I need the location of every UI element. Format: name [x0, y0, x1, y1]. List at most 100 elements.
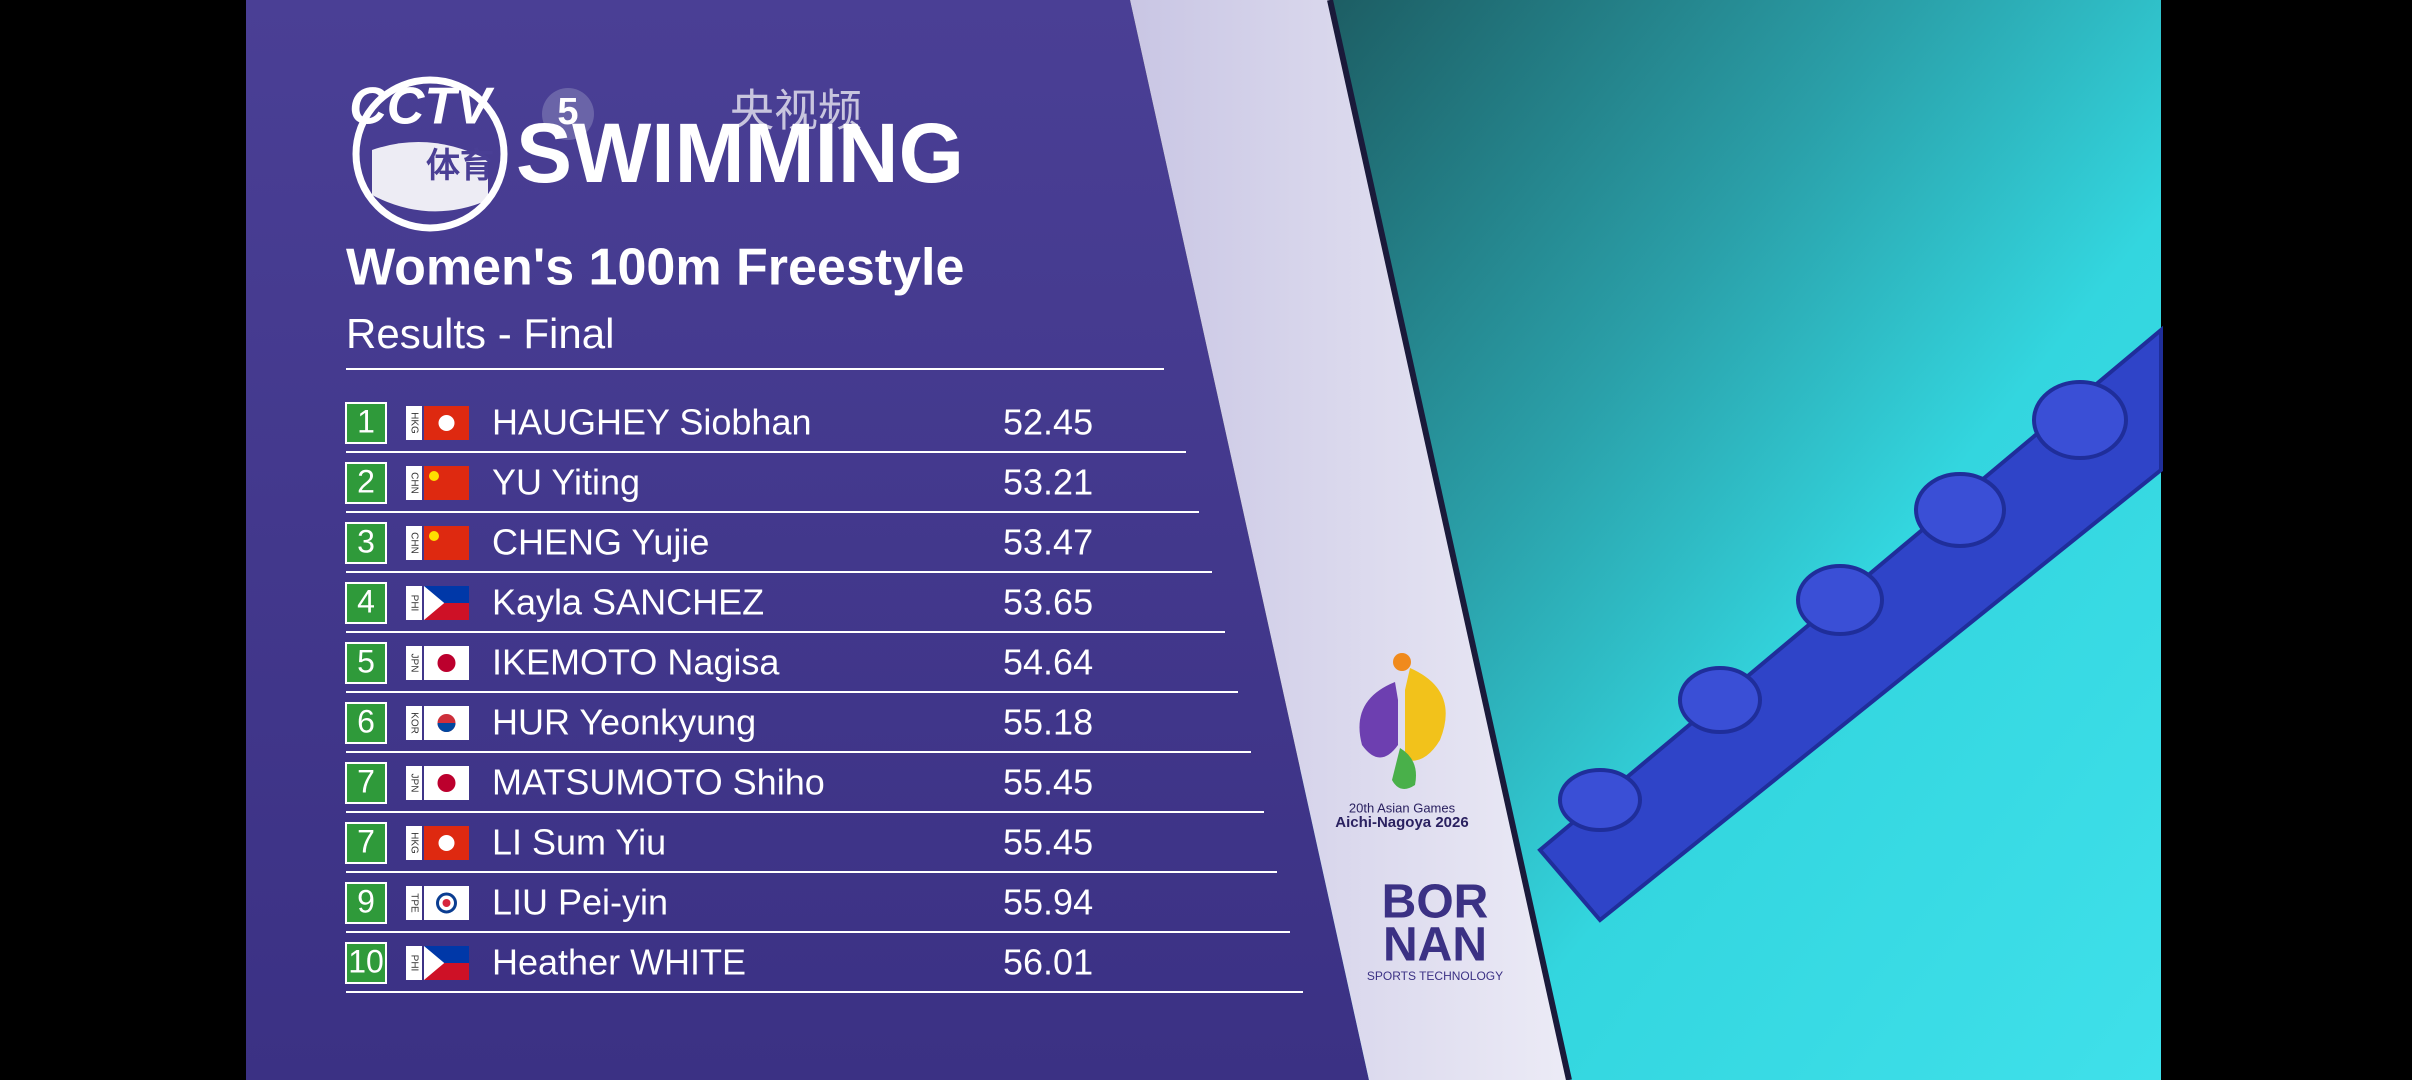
result-row: 1 HKG HAUGHEY Siobhan 52.45 — [345, 402, 1186, 453]
results-table: 1 HKG HAUGHEY Siobhan 52.45 2 CHN YU Yiting 53.… — [345, 402, 1303, 993]
logo-ring — [352, 76, 508, 232]
result-row: 2 CHN YU Yiting 53.21 — [345, 462, 1199, 513]
rank-box — [345, 702, 387, 744]
noc-strip — [406, 706, 422, 740]
white-stripe — [1130, 0, 1569, 1080]
noc-strip — [406, 946, 422, 980]
rank-box — [345, 582, 387, 624]
result-time: 56.01 — [1003, 942, 1093, 983]
rank-box — [345, 762, 387, 804]
noc-strip — [406, 766, 422, 800]
logo-number: 5 — [557, 91, 578, 133]
flag-emblem — [436, 892, 457, 914]
flag-emblem — [437, 723, 456, 732]
timing-line1: BOR — [1382, 876, 1489, 929]
athlete-name: Heather WHITE — [492, 942, 746, 983]
rank-box — [345, 822, 387, 864]
flag-emblem — [437, 774, 456, 792]
noc-strip — [406, 646, 422, 680]
result-time: 53.21 — [1003, 462, 1093, 503]
logo-cctv: CCTV — [349, 78, 495, 136]
flag-emblem — [437, 654, 456, 672]
flag-emblem — [424, 946, 445, 980]
noc-strip — [406, 406, 422, 440]
rank: 4 — [357, 583, 375, 619]
athlete-name: HAUGHEY Siobhan — [492, 402, 812, 443]
rank-box — [345, 462, 387, 504]
event-title: Women's 100m Freestyle — [346, 239, 964, 297]
result-row: 6 KOR HUR Yeonkyung 55.18 — [345, 702, 1251, 753]
flag-emblem — [438, 415, 455, 431]
channel-logo: CCTV 5 体育 央视频 — [349, 76, 862, 232]
result-time: 55.45 — [1003, 762, 1093, 803]
noc-code: PHI — [408, 595, 419, 612]
flag-emblem — [429, 471, 439, 481]
rank-box — [345, 642, 387, 684]
logo-swimmer — [372, 142, 488, 212]
noc-code: HKG — [408, 832, 419, 854]
rank: 7 — [357, 763, 375, 799]
result-time: 54.64 — [1003, 642, 1093, 683]
result-row: 3 CHN CHENG Yujie 53.47 — [345, 522, 1212, 573]
noc-strip — [406, 586, 422, 620]
rank-box — [345, 402, 387, 444]
noc-strip — [406, 826, 422, 860]
lane-rope — [1537, 325, 2163, 923]
rank: 5 — [357, 643, 375, 679]
result-time: 52.45 — [1003, 402, 1093, 443]
phase-title: Results - Final — [346, 310, 614, 357]
athlete-name: MATSUMOTO Shiho — [492, 762, 825, 803]
athlete-name: YU Yiting — [492, 462, 640, 503]
noc-strip — [406, 886, 422, 920]
games-edition: 20th Asian Games — [1349, 800, 1456, 815]
timing-line2: NAN — [1383, 919, 1487, 972]
flag-emblem — [438, 835, 455, 851]
flag-field — [424, 526, 469, 560]
noc-code: HKG — [408, 412, 419, 434]
rank: 3 — [357, 523, 375, 559]
noc-code: JPN — [408, 654, 419, 673]
noc-code: PHI — [408, 955, 419, 972]
logo-sub: 体育 — [426, 147, 494, 185]
rank: 7 — [357, 823, 375, 859]
rank: 1 — [357, 403, 375, 439]
result-time: 55.18 — [1003, 702, 1093, 743]
flag-field — [424, 466, 469, 500]
result-time: 53.47 — [1003, 522, 1093, 563]
result-time: 53.65 — [1003, 582, 1093, 623]
timing-tagline: SPORTS TECHNOLOGY — [1367, 969, 1503, 983]
athlete-name: HUR Yeonkyung — [492, 702, 756, 743]
rank: 6 — [357, 703, 375, 739]
noc-code: KOR — [408, 712, 419, 734]
noc-strip — [406, 466, 422, 500]
logo-number-badge — [542, 88, 594, 140]
noc-code: JPN — [408, 774, 419, 793]
timing-logo: BOR NAN SPORTS TECHNOLOGY — [1367, 876, 1503, 984]
rank-box — [345, 942, 387, 984]
flag-emblem — [442, 899, 451, 907]
athlete-name: IKEMOTO Nagisa — [492, 642, 780, 683]
rank-box — [345, 882, 387, 924]
rank: 2 — [357, 463, 375, 499]
games-host: Aichi-Nagoya 2026 — [1335, 814, 1468, 831]
flag-emblem — [424, 586, 445, 620]
result-time: 55.94 — [1003, 882, 1093, 923]
rank: 10 — [348, 943, 384, 979]
result-row: 5 JPN IKEMOTO Nagisa 54.64 — [345, 642, 1238, 693]
result-row: 7 HKG LI Sum Yiu 55.45 — [345, 822, 1277, 873]
athlete-name: LIU Pei-yin — [492, 882, 668, 923]
stripe-edge — [1327, 0, 1572, 1080]
asian-games-logo: 20th Asian Games Aichi-Nagoya 2026 — [1335, 653, 1469, 831]
noc-strip — [406, 526, 422, 560]
noc-code: CHN — [408, 472, 419, 494]
noc-code: TPE — [408, 893, 419, 913]
sport-title: SWIMMING — [516, 106, 964, 200]
rank-box — [345, 522, 387, 564]
result-row: 7 JPN MATSUMOTO Shiho 55.45 — [345, 762, 1264, 813]
result-time: 55.45 — [1003, 822, 1093, 863]
result-row: 10 PHI Heather WHITE 56.01 — [345, 942, 1303, 993]
app-watermark: 央视频 — [730, 87, 862, 136]
flag-emblem — [429, 531, 439, 541]
